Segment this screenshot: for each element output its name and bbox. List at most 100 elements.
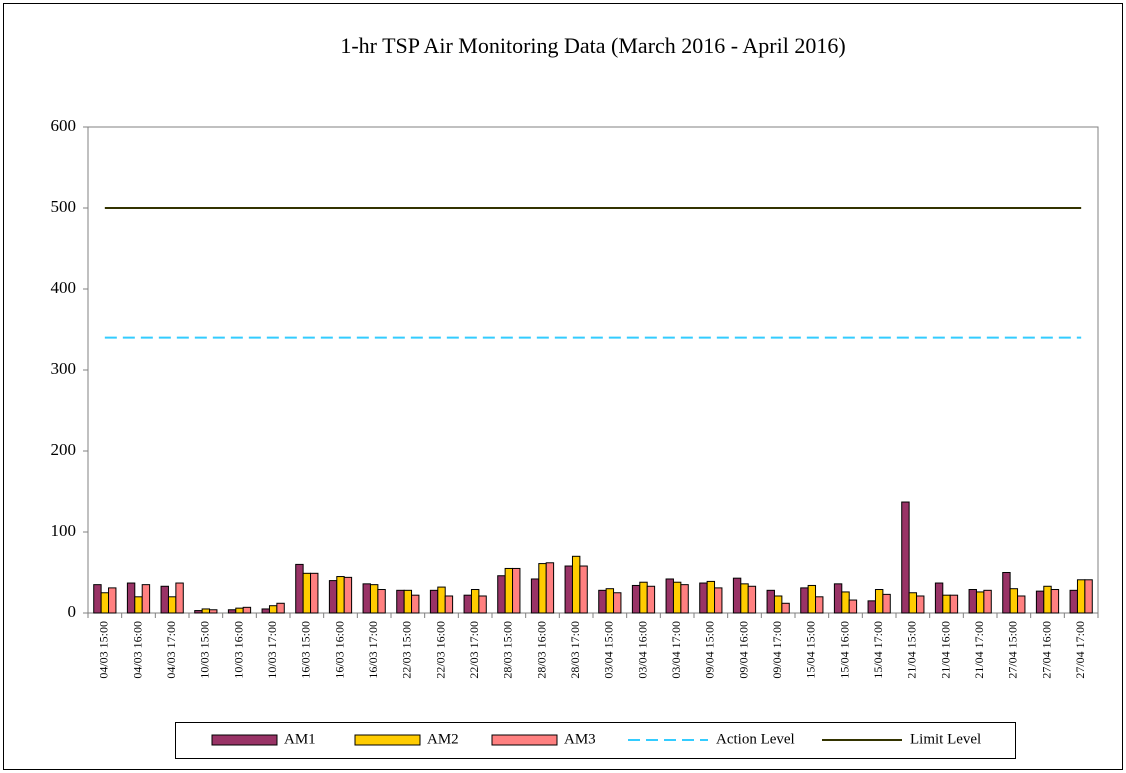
x-tick-label: 28/03 16:00	[534, 621, 548, 679]
bar	[740, 583, 749, 614]
bar	[908, 592, 918, 614]
bar	[336, 576, 345, 614]
bar	[201, 608, 211, 614]
bar	[175, 582, 184, 614]
bar	[134, 596, 143, 614]
bar	[437, 586, 446, 614]
x-tick-label: 16/03 15:00	[299, 621, 313, 679]
bar	[732, 577, 742, 614]
bar	[310, 572, 319, 614]
bar	[194, 610, 203, 614]
legend-label: AM1	[284, 731, 316, 747]
bar	[141, 584, 151, 614]
x-tick-label: 27/04 15:00	[1006, 621, 1020, 679]
bar	[564, 565, 573, 614]
bar	[815, 596, 824, 614]
legend-swatch	[211, 734, 278, 746]
y-tick-label: 300	[51, 359, 77, 378]
chart-border	[3, 3, 1123, 770]
x-tick-label: 16/03 16:00	[332, 621, 346, 679]
x-tick-label: 22/03 15:00	[400, 621, 414, 679]
bar	[261, 608, 270, 614]
bar	[93, 584, 102, 614]
bar	[1009, 588, 1019, 614]
bar	[631, 584, 641, 614]
x-tick-label: 22/03 17:00	[467, 621, 481, 679]
bar	[916, 595, 925, 614]
x-tick-label: 15/04 16:00	[837, 621, 851, 679]
bar	[276, 602, 285, 614]
bar	[362, 583, 371, 614]
bar	[512, 567, 521, 614]
x-tick-label: 04/03 17:00	[164, 621, 178, 679]
bar	[235, 607, 244, 614]
bar	[949, 594, 959, 614]
x-tick-label: 28/03 17:00	[568, 621, 582, 679]
bar	[598, 589, 607, 614]
bar	[942, 594, 951, 614]
bar	[396, 589, 405, 614]
bar	[807, 584, 817, 614]
bar	[545, 562, 555, 614]
bar	[848, 599, 858, 614]
bar	[747, 585, 757, 614]
bar	[1017, 595, 1026, 614]
x-tick-label: 09/04 16:00	[736, 621, 750, 679]
y-tick-label: 100	[51, 521, 77, 540]
bar	[867, 600, 876, 614]
bar	[1084, 579, 1093, 614]
bar	[463, 594, 472, 614]
bar	[403, 589, 413, 614]
y-tick-label: 0	[68, 602, 77, 621]
bar	[841, 591, 850, 614]
x-tick-label: 09/04 15:00	[703, 621, 717, 679]
bar	[1050, 589, 1060, 614]
legend-label: Action Level	[716, 731, 795, 747]
y-tick-label: 200	[51, 440, 77, 459]
x-tick-label: 27/04 17:00	[1073, 621, 1087, 679]
x-tick-label: 03/04 16:00	[635, 621, 649, 679]
x-tick-label: 21/04 17:00	[972, 621, 986, 679]
bar	[343, 576, 353, 614]
bar	[530, 578, 540, 614]
bar	[833, 583, 843, 614]
x-tick-label: 03/04 17:00	[669, 621, 683, 679]
bar	[377, 589, 386, 614]
bar	[766, 589, 775, 614]
legend-label: AM3	[564, 731, 596, 747]
x-tick-label: 10/03 15:00	[198, 621, 212, 679]
legend-box	[175, 722, 1016, 759]
y-tick-label: 500	[51, 197, 77, 216]
bar	[781, 602, 790, 614]
bar	[108, 587, 117, 614]
bar	[672, 581, 682, 614]
bar	[478, 595, 487, 614]
x-tick-label: 03/04 15:00	[602, 621, 616, 679]
y-tick-label: 600	[51, 116, 77, 135]
bar	[882, 593, 891, 614]
x-tick-label: 10/03 16:00	[231, 621, 245, 679]
bar	[504, 567, 514, 614]
bar	[470, 589, 480, 614]
bar	[1076, 579, 1086, 614]
bar	[328, 580, 338, 614]
bar	[242, 606, 252, 614]
bar	[444, 595, 454, 614]
bar	[968, 589, 977, 614]
bar	[975, 591, 985, 614]
bar	[646, 585, 656, 614]
bar	[983, 589, 992, 614]
x-tick-label: 04/03 15:00	[97, 621, 111, 679]
legend-swatch	[354, 734, 421, 746]
bar	[268, 605, 278, 614]
bar	[579, 565, 588, 614]
bar	[613, 592, 622, 614]
bar	[209, 609, 218, 614]
x-tick-label: 28/03 15:00	[501, 621, 515, 679]
x-tick-label: 15/04 17:00	[871, 621, 885, 679]
bar	[773, 595, 783, 614]
bar	[1043, 585, 1052, 614]
bar	[497, 575, 506, 614]
chart-title: 1-hr TSP Air Monitoring Data (March 2016…	[340, 33, 845, 58]
